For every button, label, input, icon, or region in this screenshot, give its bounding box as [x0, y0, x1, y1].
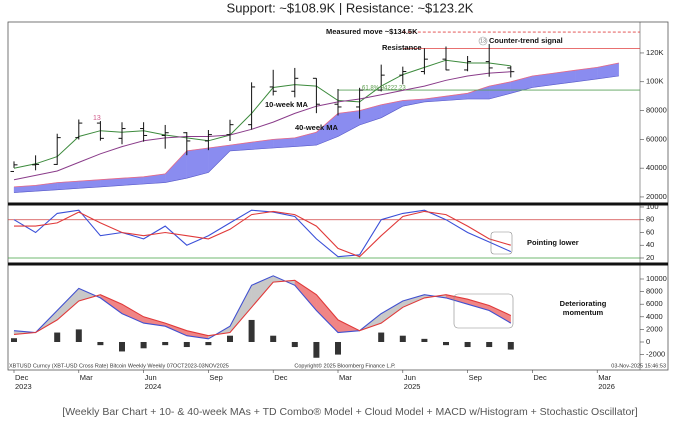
macd-line — [13, 279, 512, 337]
x-tick-label: Mar — [80, 373, 93, 382]
moving-average — [13, 59, 511, 169]
highlight-box — [453, 293, 514, 329]
x-tick-label: Sep — [469, 373, 482, 382]
y-tick-label: 2000 — [646, 324, 663, 333]
y-tick-label: 60000 — [646, 134, 667, 143]
x-tick-label: Dec — [15, 373, 29, 382]
moving-average — [13, 71, 511, 181]
x-tick-label: Jun — [404, 373, 416, 382]
series-label: 10-week MA — [265, 100, 309, 109]
annotation: 61.8% 94222.23 — [362, 86, 406, 92]
x-year-label: 2025 — [404, 382, 421, 391]
series-label: 40-week MA — [295, 123, 339, 132]
footer-copyright: Copyright© 2025 Bloomberg Finance L.P. — [294, 362, 396, 369]
x-tick-label: Sep — [209, 373, 222, 382]
histogram-bar — [75, 329, 82, 342]
annotation: 13 — [93, 115, 101, 122]
x-tick-label: Dec — [533, 373, 547, 382]
x-tick-label: Mar — [339, 373, 352, 382]
y-tick-label: 20000 — [646, 192, 667, 201]
chart-title: Support: ~$108.9K | Resistance: ~$123.2K — [227, 0, 474, 15]
histogram-bar — [205, 341, 212, 346]
histogram-bar — [335, 341, 341, 355]
histogram-bar — [486, 341, 493, 348]
histogram-bar — [183, 341, 190, 348]
cloud — [337, 110, 360, 137]
y-tick-label: 120K — [646, 48, 664, 57]
y-tick-label: 40 — [646, 240, 654, 249]
x-tick-label: Jun — [145, 373, 157, 382]
y-tick-label: 100K — [646, 77, 664, 86]
histogram-bar — [421, 338, 428, 342]
cloud — [208, 144, 231, 173]
histogram-bar — [507, 341, 514, 350]
y-tick-label: 20 — [646, 253, 654, 262]
cloud — [186, 147, 209, 179]
y-tick-label: 40000 — [646, 163, 667, 172]
x-tick-label: Mar — [598, 373, 611, 382]
y-tick-label: 4000 — [646, 312, 663, 321]
y-tick-label: 80 — [646, 215, 654, 224]
x-year-label: 2023 — [15, 382, 32, 391]
plot-area — [8, 31, 640, 358]
footer-date: 03-Nov-2025 15:46:53 — [611, 363, 666, 369]
histogram-bar — [227, 335, 233, 342]
histogram-bar — [248, 319, 255, 342]
y-tick-label: 100 — [646, 202, 659, 211]
cloud — [294, 131, 317, 147]
histogram-bar — [313, 341, 320, 358]
x-year-label: 2024 — [145, 382, 162, 391]
cloud-edge — [13, 62, 619, 188]
histogram-bar — [54, 332, 61, 342]
histogram-bar — [11, 338, 17, 342]
histogram-bar — [119, 341, 125, 352]
annotation: Measured move ~$134.5K — [326, 27, 418, 36]
y-tick-label: -2000 — [646, 350, 665, 359]
annotation: Resistance — [382, 43, 422, 52]
x-tick-label: Dec — [274, 373, 288, 382]
signal-marker — [478, 36, 488, 46]
annotation: Counter-trend signal — [489, 36, 563, 45]
footer-source: XBTUSD Curncy (XBT-USD Cross Rate) Bitco… — [9, 363, 229, 369]
annotation: Pointing lower — [527, 238, 579, 247]
macd-fill — [121, 303, 144, 324]
histogram-bar — [291, 341, 298, 348]
cloud — [165, 150, 187, 183]
cloud-edge — [13, 75, 619, 193]
histogram-bar — [443, 341, 449, 346]
cloud — [381, 100, 403, 119]
annotation: momentum — [563, 308, 604, 317]
y-tick-label: 60 — [646, 227, 654, 236]
annotation: Deteriorating — [560, 299, 607, 308]
y-tick-label: 0 — [646, 337, 650, 346]
annotation: 13 — [480, 38, 486, 44]
caption: [Weekly Bar Chart + 10- & 40-week MAs + … — [62, 406, 638, 418]
histogram-bar — [399, 335, 406, 342]
histogram-bar — [464, 341, 471, 348]
y-tick-label: 80000 — [646, 106, 667, 115]
oscillator-line — [14, 210, 511, 258]
histogram-bar — [162, 341, 169, 346]
highlight-box — [490, 231, 513, 255]
y-tick-label: 8000 — [646, 287, 663, 296]
y-tick-label: 6000 — [646, 299, 663, 308]
histogram-bar — [378, 332, 385, 342]
y-tick-label: 10000 — [646, 274, 667, 283]
histogram-bar — [97, 341, 104, 346]
x-year-label: 2026 — [598, 382, 615, 391]
histogram-bar — [270, 335, 277, 342]
histogram-bar — [140, 341, 147, 349]
